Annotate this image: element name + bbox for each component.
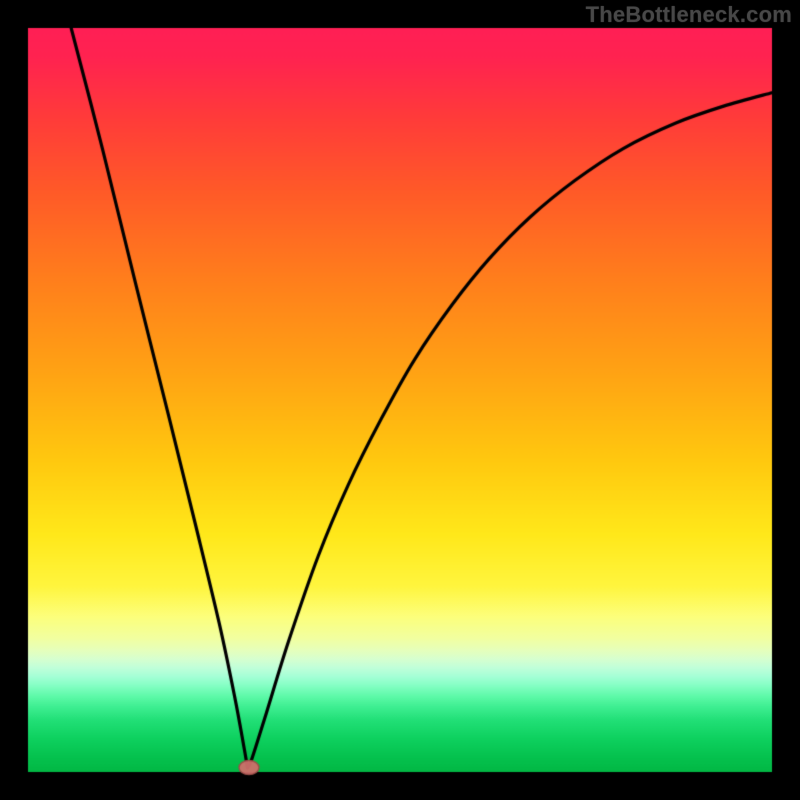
watermark-text: TheBottleneck.com [586, 2, 792, 28]
bottleneck-chart-canvas [0, 0, 800, 800]
figure-container: { "meta": { "watermark": "TheBottleneck.… [0, 0, 800, 800]
